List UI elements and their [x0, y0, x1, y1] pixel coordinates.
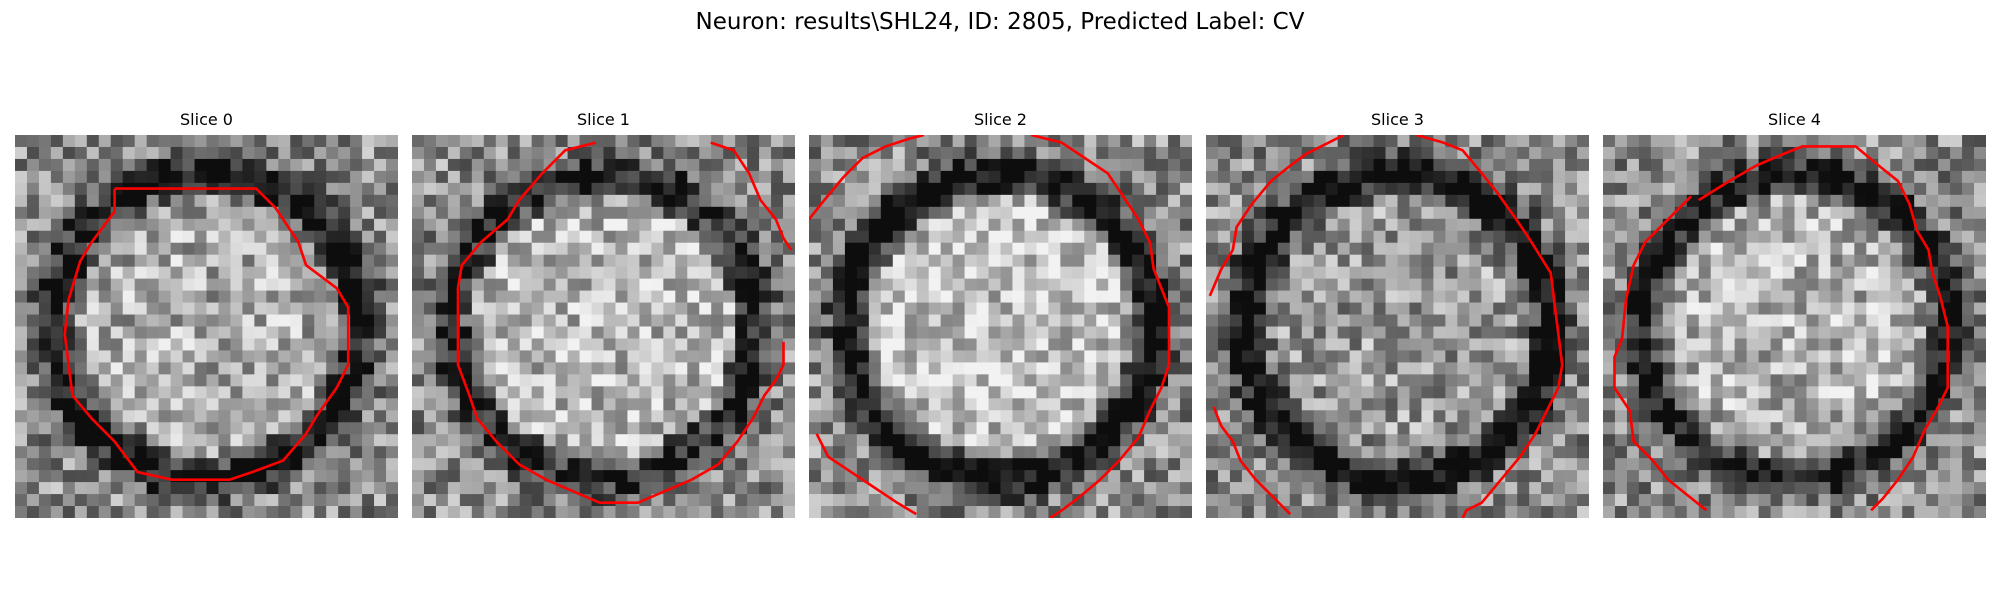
segmentation-contour: [815, 433, 917, 516]
segmentation-contour: [1613, 195, 1708, 512]
slice-panel: Slice 0: [15, 110, 398, 519]
micrograph-pixels: [412, 135, 795, 518]
slice-image: [15, 135, 398, 518]
segmentation-contour: [63, 187, 350, 482]
segmentation-contour: [1212, 406, 1292, 516]
slice-image: [1206, 135, 1589, 518]
slice-image: [412, 135, 795, 518]
slice-title: Slice 3: [1371, 110, 1424, 129]
slice-title: Slice 1: [577, 110, 630, 129]
segmentation-contour: [809, 135, 925, 221]
micrograph-pixels: [1603, 135, 1986, 518]
micrograph-pixels: [809, 135, 1192, 518]
segmentation-contour: [1208, 135, 1345, 297]
slice-panel: Slice 3: [1206, 110, 1589, 519]
segmentation-contour: [710, 141, 793, 251]
slice-title: Slice 0: [180, 110, 233, 129]
slice-panel: Slice 4: [1603, 110, 1986, 519]
segmentation-contour: [1698, 145, 1950, 512]
segmentation-contour: [1416, 135, 1564, 518]
slice-image: [1603, 135, 1986, 518]
slice-panel: Slice 1: [412, 110, 795, 519]
figure-title: Neuron: results\SHL24, ID: 2805, Predict…: [695, 9, 1305, 35]
segmentation-contour: [456, 141, 785, 504]
slice-panel: Slice 2: [809, 110, 1192, 519]
slice-title: Slice 2: [974, 110, 1027, 129]
slice-title: Slice 4: [1768, 110, 1821, 129]
segmentation-contour: [1030, 135, 1171, 518]
micrograph-pixels: [15, 135, 398, 518]
micrograph-pixels: [1206, 135, 1589, 518]
slice-image: [809, 135, 1192, 518]
